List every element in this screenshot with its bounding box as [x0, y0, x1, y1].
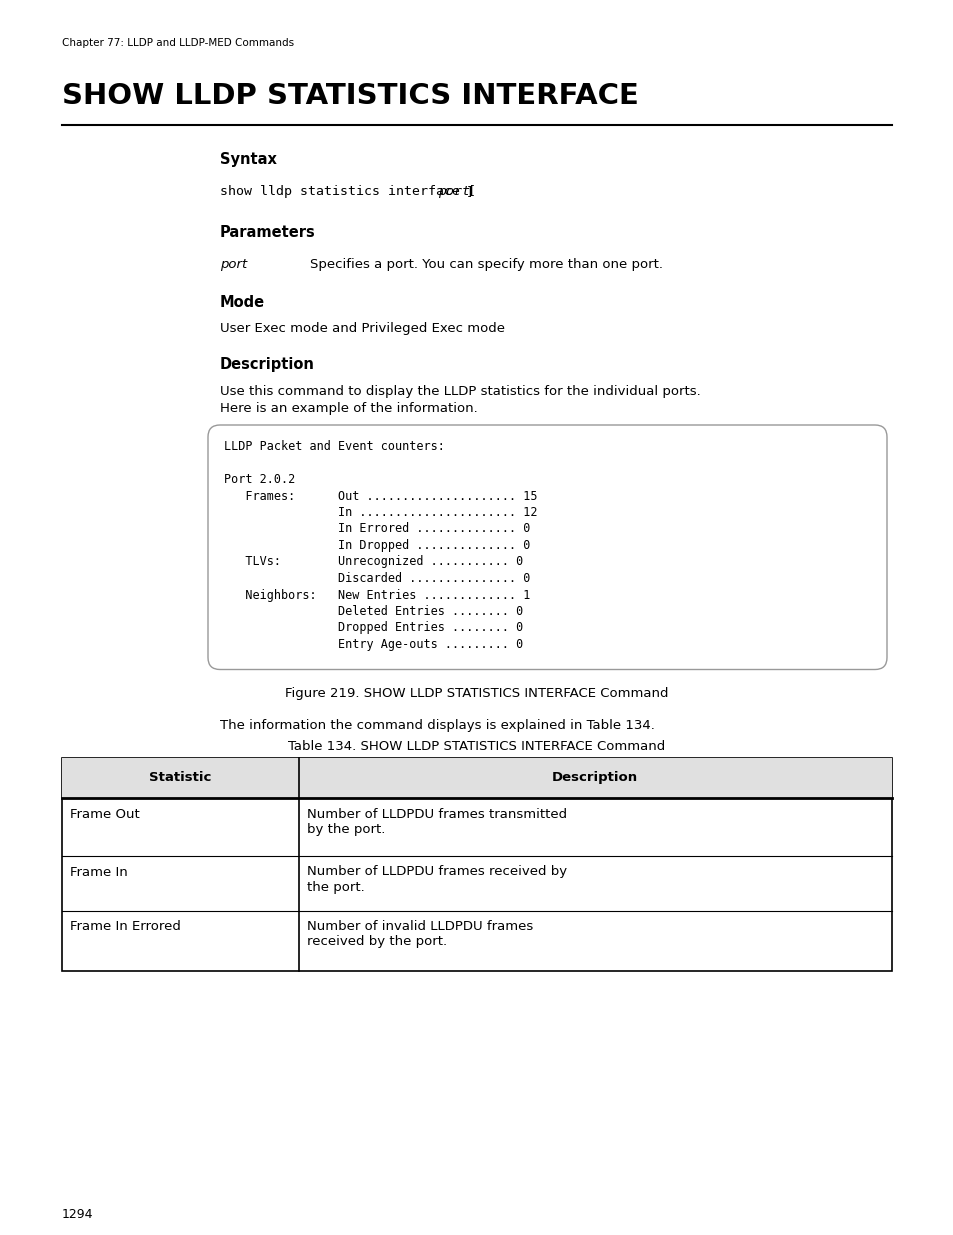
- Text: Table 134. SHOW LLDP STATISTICS INTERFACE Command: Table 134. SHOW LLDP STATISTICS INTERFAC…: [288, 740, 665, 752]
- Text: Here is an example of the information.: Here is an example of the information.: [220, 403, 477, 415]
- Text: Chapter 77: LLDP and LLDP-MED Commands: Chapter 77: LLDP and LLDP-MED Commands: [62, 38, 294, 48]
- Text: Use this command to display the LLDP statistics for the individual ports.: Use this command to display the LLDP sta…: [220, 385, 700, 398]
- Text: In ...................... 12: In ...................... 12: [224, 506, 537, 519]
- Text: Mode: Mode: [220, 295, 265, 310]
- Text: Specifies a port. You can specify more than one port.: Specifies a port. You can specify more t…: [310, 258, 662, 270]
- Text: TLVs:        Unrecognized ........... 0: TLVs: Unrecognized ........... 0: [224, 556, 522, 568]
- Text: User Exec mode and Privileged Exec mode: User Exec mode and Privileged Exec mode: [220, 322, 504, 335]
- Text: Number of LLDPDU frames transmitted
by the port.: Number of LLDPDU frames transmitted by t…: [306, 808, 566, 836]
- Text: The information the command displays is explained in Table 134.: The information the command displays is …: [220, 720, 654, 732]
- Text: Frame In Errored: Frame In Errored: [70, 920, 181, 934]
- Text: Deleted Entries ........ 0: Deleted Entries ........ 0: [224, 605, 522, 618]
- Text: port: port: [220, 258, 247, 270]
- Text: Figure 219. SHOW LLDP STATISTICS INTERFACE Command: Figure 219. SHOW LLDP STATISTICS INTERFA…: [285, 688, 668, 700]
- Text: ]: ]: [465, 185, 473, 198]
- Text: Description: Description: [552, 771, 638, 784]
- Text: In Errored .............. 0: In Errored .............. 0: [224, 522, 530, 536]
- Text: Entry Age-outs ......... 0: Entry Age-outs ......... 0: [224, 638, 522, 651]
- Text: Discarded ............... 0: Discarded ............... 0: [224, 572, 530, 585]
- Text: Parameters: Parameters: [220, 225, 315, 240]
- Text: Neighbors:   New Entries ............. 1: Neighbors: New Entries ............. 1: [224, 589, 530, 601]
- Text: Description: Description: [220, 357, 314, 372]
- Text: LLDP Packet and Event counters:: LLDP Packet and Event counters:: [224, 440, 444, 453]
- Text: Frame In: Frame In: [70, 866, 128, 878]
- Text: show lldp statistics interface [: show lldp statistics interface [: [220, 185, 476, 198]
- Text: Number of LLDPDU frames received by
the port.: Number of LLDPDU frames received by the …: [306, 866, 566, 893]
- Text: Port 2.0.2: Port 2.0.2: [224, 473, 294, 487]
- Text: Number of invalid LLDPDU frames
received by the port.: Number of invalid LLDPDU frames received…: [306, 920, 532, 948]
- Text: Frames:      Out ..................... 15: Frames: Out ..................... 15: [224, 489, 537, 503]
- Text: In Dropped .............. 0: In Dropped .............. 0: [224, 538, 530, 552]
- Text: 1294: 1294: [62, 1208, 93, 1221]
- Text: Syntax: Syntax: [220, 152, 276, 167]
- Text: Dropped Entries ........ 0: Dropped Entries ........ 0: [224, 621, 522, 635]
- Text: SHOW LLDP STATISTICS INTERFACE: SHOW LLDP STATISTICS INTERFACE: [62, 82, 639, 110]
- Text: Statistic: Statistic: [149, 771, 212, 784]
- Bar: [62, 757, 891, 971]
- Text: port: port: [437, 185, 470, 198]
- FancyBboxPatch shape: [208, 425, 886, 669]
- Text: Frame Out: Frame Out: [70, 808, 139, 820]
- Bar: [62, 757, 891, 798]
